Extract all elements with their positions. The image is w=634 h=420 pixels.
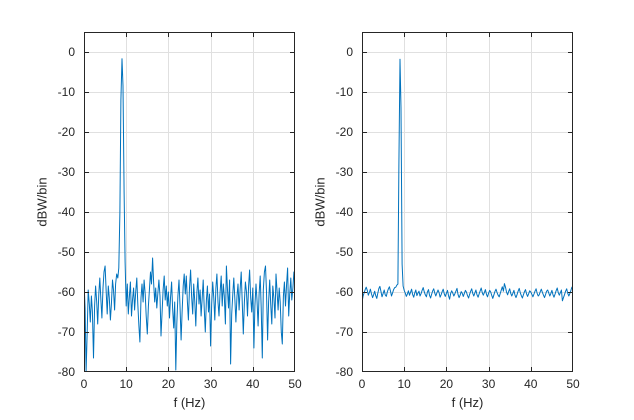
y-tick-label: -60 xyxy=(57,285,75,299)
y-tick-label: -40 xyxy=(335,205,353,219)
x-tick-label: 10 xyxy=(119,377,133,391)
y-tick-label: -70 xyxy=(57,325,75,339)
y-tick-label: -80 xyxy=(335,365,353,379)
y-tick-label: -20 xyxy=(335,125,353,139)
right-y-axis-label: dBW/bin xyxy=(312,177,328,227)
y-tick-label: -10 xyxy=(335,85,353,99)
y-tick-label: -30 xyxy=(335,165,353,179)
x-tick-label: 40 xyxy=(524,377,538,391)
left-x-axis-label: f (Hz) xyxy=(173,395,206,410)
x-tick-label: 10 xyxy=(397,377,411,391)
x-tick-label: 0 xyxy=(358,377,366,391)
x-tick-label: 20 xyxy=(161,377,176,391)
left-y-axis-label: dBW/bin xyxy=(34,177,50,227)
x-tick-label: 0 xyxy=(80,377,88,391)
y-tick-label: 0 xyxy=(68,45,75,59)
y-tick-label: -40 xyxy=(57,205,75,219)
x-tick-label: 30 xyxy=(481,377,496,391)
y-tick-label: -20 xyxy=(57,125,75,139)
y-tick-label: -80 xyxy=(57,365,75,379)
x-tick-label: 40 xyxy=(246,377,260,391)
x-tick-label: 20 xyxy=(439,377,454,391)
right-x-axis-label: f (Hz) xyxy=(451,395,484,410)
x-tick-label: 30 xyxy=(203,377,218,391)
y-tick-label: 0 xyxy=(346,45,353,59)
y-tick-label: -70 xyxy=(335,325,353,339)
right-plot-axes xyxy=(362,32,573,372)
y-tick-label: -50 xyxy=(57,245,75,259)
y-tick-label: -60 xyxy=(335,285,353,299)
y-tick-label: -50 xyxy=(335,245,353,259)
y-tick-label: -30 xyxy=(57,165,75,179)
right-x-tick-labels: 0 10 20 30 40 50 xyxy=(359,377,580,391)
left-plot-axes xyxy=(84,32,295,372)
right-subplot: 0 -10 -20 -30 -40 -50 -60 -70 -80 0 10 20 30 40 50 dB… xyxy=(313,32,580,410)
left-subplot: 0 -10 -20 -30 -40 -50 -60 -70 -80 0 10 20 30 40 50 dB… xyxy=(35,32,302,410)
y-tick-label: -10 xyxy=(57,85,75,99)
x-tick-label: 50 xyxy=(288,377,302,391)
left-x-tick-labels: 0 10 20 30 40 50 xyxy=(81,377,302,391)
x-tick-label: 50 xyxy=(566,377,580,391)
